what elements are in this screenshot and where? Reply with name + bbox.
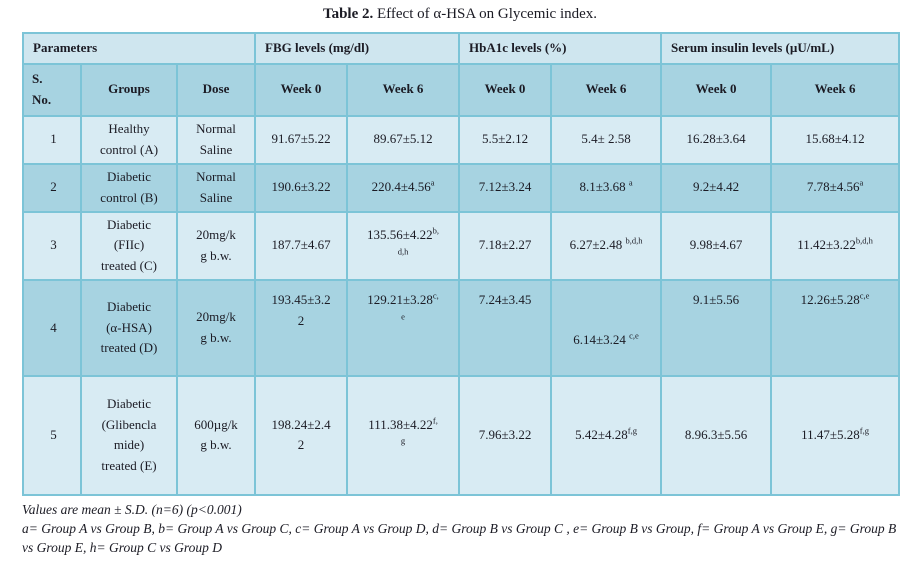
data-cell: Normal Saline xyxy=(175,162,257,213)
data-cell: 187.7±4.67 xyxy=(254,210,349,281)
data-cell: 129.21±3.28c, e xyxy=(346,278,461,377)
data-cell: 11.42±3.22b,d,h xyxy=(770,210,901,281)
column-header-cell: S. No. xyxy=(22,63,82,117)
table-row: 1 Healthy control (A) Normal Saline 91.67±5.2… xyxy=(22,114,901,165)
table-row: 2 Diabetic control (B) Normal Saline 190.6±3.… xyxy=(22,162,901,213)
data-cell: 198.24±2.4 2 xyxy=(254,374,349,496)
column-header-cell: Week 6 xyxy=(550,63,663,117)
data-cell: 5.5±2.12 xyxy=(458,114,553,165)
glycemic-index-table: Parameters FBG levels (mg/dl) HbA1c levels… xyxy=(21,32,901,496)
data-cell: 7.24±3.45 xyxy=(458,278,553,377)
data-cell: 2 xyxy=(22,162,82,213)
data-cell: 91.67±5.22 xyxy=(254,114,349,165)
data-cell: Diabetic (FIIc) treated (C) xyxy=(80,210,178,281)
data-cell: 600µg/k g b.w. xyxy=(175,374,257,496)
group-header-cell: FBG levels (mg/dl) xyxy=(254,32,461,65)
data-cell: 7.12±3.24 xyxy=(458,162,553,213)
group-header-cell: Parameters xyxy=(21,32,257,65)
data-cell: 6.14±3.24 c,e xyxy=(550,278,663,377)
column-header-cell: Week 6 xyxy=(770,63,901,117)
column-header-cell: Week 0 xyxy=(254,63,349,117)
table-row: 3 Diabetic (FIIc) treated (C) 20mg/k g b.w. 18… xyxy=(22,210,901,281)
table-footnotes: Values are mean ± S.D. (n=6) (p<0.001) a… xyxy=(22,501,902,558)
data-cell: 1 xyxy=(22,114,82,165)
data-cell: 9.1±5.56 xyxy=(660,278,773,377)
data-cell: 135.56±4.22b, d,h xyxy=(346,210,461,281)
data-cell: 20mg/k g b.w. xyxy=(175,210,257,281)
data-cell: 9.98±4.67 xyxy=(660,210,773,281)
column-header-cell: Week 0 xyxy=(660,63,773,117)
group-header-row: Parameters FBG levels (mg/dl) HbA1c levels… xyxy=(21,32,901,65)
data-cell: 6.27±2.48 b,d,h xyxy=(550,210,663,281)
table-title-text: Effect of α-HSA on Glycemic index. xyxy=(373,6,598,22)
data-cell: 4 xyxy=(22,278,82,377)
data-cell: 220.4±4.56a xyxy=(346,162,461,213)
data-cell: Diabetic (Glibencla mide) treated (E) xyxy=(80,374,178,496)
table-row: 5 Diabetic (Glibencla mide) treated (E) 600µg… xyxy=(22,374,901,496)
footnote-line-2: a= Group A vs Group B, b= Group A vs Gro… xyxy=(22,520,897,555)
data-cell: 111.38±4.22f, g xyxy=(346,374,461,496)
data-cell: Normal Saline xyxy=(175,114,257,165)
data-cell: 7.96±3.22 xyxy=(458,374,553,496)
data-cell: 8.96.3±5.56 xyxy=(660,374,773,496)
data-cell: Healthy control (A) xyxy=(80,114,178,165)
data-cell: 193.45±3.2 2 xyxy=(254,278,349,377)
data-cell: 89.67±5.12 xyxy=(346,114,461,165)
data-cell: Diabetic (α-HSA) treated (D) xyxy=(80,278,178,377)
column-header-cell: Groups xyxy=(80,63,178,117)
data-cell: 20mg/k g b.w. xyxy=(175,278,257,377)
table-title-prefix: Table 2. xyxy=(322,6,374,22)
group-header-cell: HbA1c levels (%) xyxy=(458,32,663,65)
table-row: 4 Diabetic (α-HSA) treated (D) 20mg/k g b.w. 1… xyxy=(22,278,901,377)
data-cell: Diabetic control (B) xyxy=(80,162,178,213)
data-cell: 16.28±3.64 xyxy=(660,114,773,165)
data-cell: 12.26±5.28c,e xyxy=(770,278,901,377)
data-cell: 9.2±4.42 xyxy=(660,162,773,213)
table-title: Table 2. Effect of α-HSA on Glycemic ind… xyxy=(22,6,898,23)
data-cell: 5.42±4.28f,g xyxy=(550,374,663,496)
data-cell: 3 xyxy=(22,210,82,281)
data-cell: 7.18±2.27 xyxy=(458,210,553,281)
data-cell: 7.78±4.56a xyxy=(770,162,901,213)
data-cell: 5.4± 2.58 xyxy=(550,114,663,165)
column-header-cell: Week 0 xyxy=(458,63,553,117)
footnote-line-1: Values are mean ± S.D. (n=6) (p<0.001) xyxy=(22,501,242,517)
column-header-cell: Dose xyxy=(175,63,257,117)
data-cell: 15.68±4.12 xyxy=(770,114,901,165)
group-header-cell: Serum insulin levels (µU/mL) xyxy=(660,32,901,65)
data-cell: 8.1±3.68 a xyxy=(550,162,663,213)
column-header-cell: Week 6 xyxy=(346,63,461,117)
data-cell: 190.6±3.22 xyxy=(254,162,349,213)
data-cell: 5 xyxy=(22,374,82,496)
data-cell: 11.47±5.28f,g xyxy=(770,374,901,496)
